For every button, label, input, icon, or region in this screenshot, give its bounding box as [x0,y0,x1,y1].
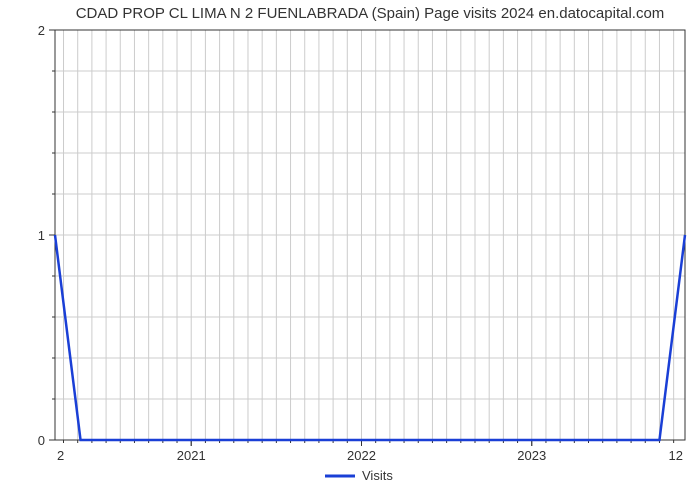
legend: Visits [325,468,393,483]
y-tick-label: 0 [38,433,45,448]
y-tick-label: 1 [38,228,45,243]
visits-line-chart: CDAD PROP CL LIMA N 2 FUENLABRADA (Spain… [0,0,700,500]
grid [55,30,685,440]
x-tick-label: 2022 [347,448,376,463]
y-tick-label: 2 [38,23,45,38]
y-axis-ticks: 0 1 2 [38,23,55,448]
visits-series-line [55,235,685,440]
x-tick-label: 2021 [177,448,206,463]
legend-label: Visits [362,468,393,483]
x-tick-label: 2023 [517,448,546,463]
x-axis-ticks: 2021 2022 2023 [64,440,674,463]
x-secondary-right-label: 12 [669,448,683,463]
chart-title: CDAD PROP CL LIMA N 2 FUENLABRADA (Spain… [76,5,665,22]
x-secondary-left-label: 2 [57,448,64,463]
